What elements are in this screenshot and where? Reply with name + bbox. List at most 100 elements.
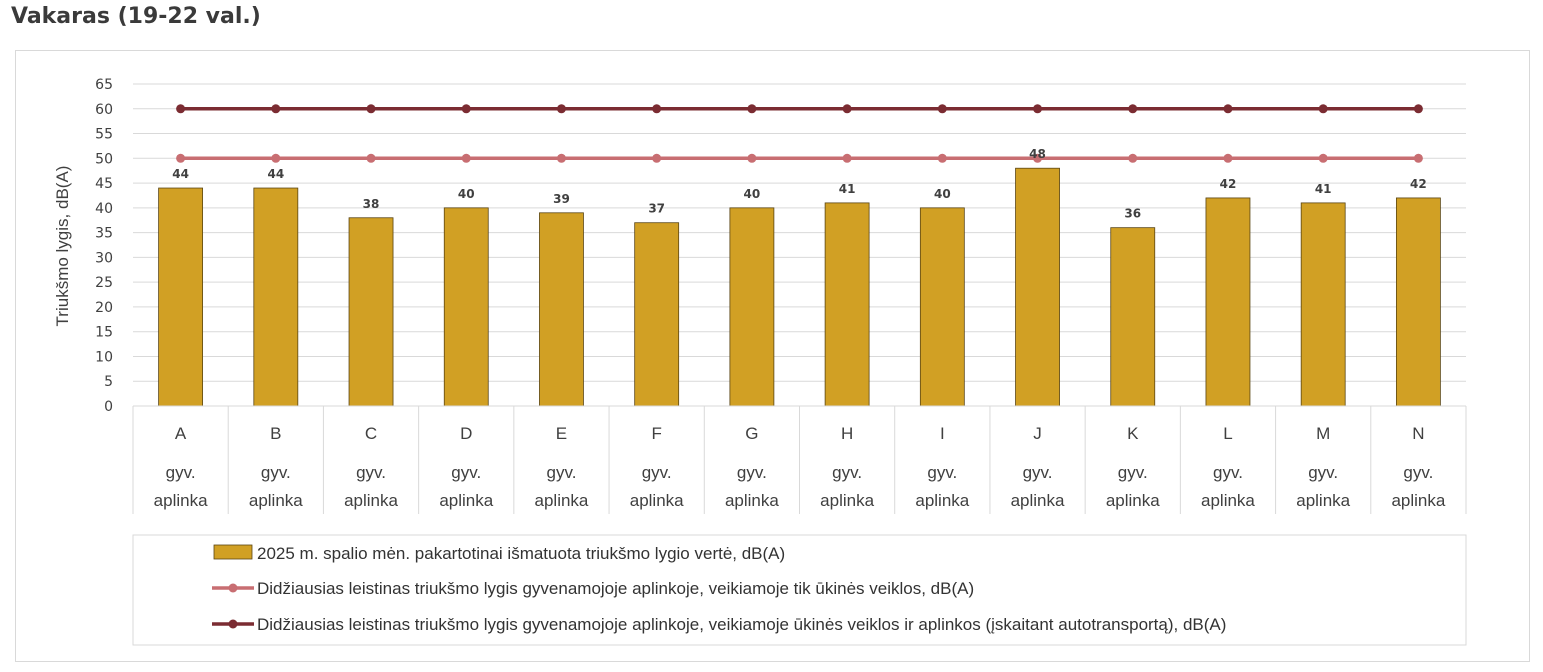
bar-data-label: 42 — [1410, 177, 1427, 191]
x-subcategory-label: aplinka — [344, 491, 398, 510]
bar — [824, 202, 870, 407]
bar — [1300, 202, 1346, 407]
bar — [539, 212, 584, 407]
limit-marker — [1413, 104, 1423, 114]
limit-marker — [1318, 104, 1328, 114]
bar-data-label: 41 — [1315, 182, 1332, 196]
y-tick-label: 20 — [95, 300, 113, 316]
x-category-label: F — [651, 424, 661, 443]
limit-marker — [1413, 153, 1423, 163]
x-category-label: K — [1127, 424, 1139, 443]
x-subcategory-label: gyv. — [1213, 463, 1243, 482]
x-subcategory-label: aplinka — [535, 491, 589, 510]
legend-swatch-marker — [228, 619, 238, 629]
x-category-label: N — [1412, 424, 1424, 443]
bar — [729, 207, 775, 407]
x-subcategory-label: aplinka — [1011, 491, 1065, 510]
x-category-label: M — [1316, 424, 1330, 443]
x-category-label: D — [460, 424, 472, 443]
x-subcategory-label: aplinka — [249, 491, 303, 510]
limit-marker — [842, 153, 852, 163]
y-tick-label: 45 — [95, 176, 113, 192]
limit-marker — [461, 153, 471, 163]
bar-data-label: 44 — [267, 167, 284, 181]
bar-data-label: 44 — [172, 167, 189, 181]
bar-data-label: 37 — [648, 202, 665, 216]
x-subcategory-label: gyv. — [1118, 463, 1148, 482]
limit-lines — [176, 104, 1423, 163]
x-subcategory-label: aplinka — [630, 491, 684, 510]
x-subcategory-label: gyv. — [832, 463, 862, 482]
bar — [919, 207, 965, 407]
y-tick-label: 5 — [104, 374, 113, 390]
y-tick-label: 15 — [95, 325, 113, 341]
bar — [443, 207, 489, 407]
x-category-label: G — [745, 424, 758, 443]
x-subcategory-label: aplinka — [820, 491, 874, 510]
legend-swatch-bar — [213, 544, 253, 560]
legend-swatch-marker — [228, 583, 238, 593]
bar-data-label: 36 — [1124, 207, 1141, 221]
x-subcategory-label: aplinka — [725, 491, 779, 510]
legend-entry-label: Didžiausias leistinas triukšmo lygis gyv… — [257, 615, 1226, 634]
x-subcategory-label: aplinka — [439, 491, 493, 510]
x-subcategory-label: aplinka — [1296, 491, 1350, 510]
bars — [158, 167, 1441, 407]
limit-marker — [1318, 153, 1328, 163]
bar-data-label: 42 — [1220, 177, 1237, 191]
limit-marker — [842, 104, 852, 114]
data-labels: 44 44 38 40 39 37 40 41 40 48 36 42 41 42 — [172, 147, 1426, 220]
bar — [158, 187, 204, 407]
x-subcategory-label: gyv. — [737, 463, 767, 482]
x-subcategory-label: aplinka — [1391, 491, 1445, 510]
limit-marker — [176, 153, 186, 163]
y-tick-label: 55 — [95, 127, 113, 143]
bar — [1110, 227, 1156, 407]
y-tick-label: 65 — [95, 77, 113, 93]
y-tick-label: 35 — [95, 226, 113, 242]
limit-marker — [937, 153, 947, 163]
x-subcategory-label: gyv. — [1308, 463, 1338, 482]
x-subcategory-label: aplinka — [1201, 491, 1255, 510]
legend-box — [132, 534, 1467, 646]
limit-marker — [747, 153, 757, 163]
x-subcategory-label: aplinka — [154, 491, 208, 510]
limit-marker — [937, 104, 947, 114]
x-subcategory-label: gyv. — [547, 463, 577, 482]
limit-marker — [271, 104, 281, 114]
limit-marker — [1033, 153, 1043, 163]
y-axis: 0 5 10 15 20 25 30 35 40 45 50 55 60 65 — [95, 77, 113, 415]
limit-marker — [652, 104, 662, 114]
limit-marker — [652, 153, 662, 163]
bar-data-label: 38 — [363, 197, 380, 211]
limit-marker — [271, 153, 281, 163]
x-category-label: E — [556, 424, 567, 443]
limit-marker — [366, 104, 376, 114]
x-subcategory-label: gyv. — [166, 463, 196, 482]
bar — [348, 217, 394, 407]
limit-marker — [176, 104, 186, 114]
x-subcategory-label: gyv. — [1403, 463, 1433, 482]
limit-marker — [366, 153, 376, 163]
bar-data-label: 48 — [1029, 147, 1046, 161]
x-category-label: L — [1223, 424, 1232, 443]
limit-marker — [1128, 153, 1138, 163]
bar-data-label: 39 — [553, 192, 570, 206]
x-subcategory-label: aplinka — [915, 491, 969, 510]
bar — [1395, 197, 1441, 407]
limit-marker — [1128, 104, 1138, 114]
y-tick-label: 10 — [95, 349, 113, 365]
x-subcategory-label: aplinka — [1106, 491, 1160, 510]
limit-marker — [747, 104, 757, 114]
x-category-label: B — [270, 424, 281, 443]
y-tick-label: 25 — [95, 275, 113, 291]
legend: 2025 m. spalio mėn. pakartotinai išmatuo… — [132, 534, 1467, 646]
bar-data-label: 41 — [839, 182, 856, 196]
y-tick-label: 40 — [95, 201, 113, 217]
y-tick-label: 60 — [95, 102, 113, 118]
bar — [634, 222, 680, 407]
limit-marker — [556, 104, 566, 114]
y-axis-label: Triukšmo lygis, dB(A) — [53, 166, 72, 327]
limit-marker — [1223, 104, 1233, 114]
grid-lines — [133, 83, 1466, 407]
